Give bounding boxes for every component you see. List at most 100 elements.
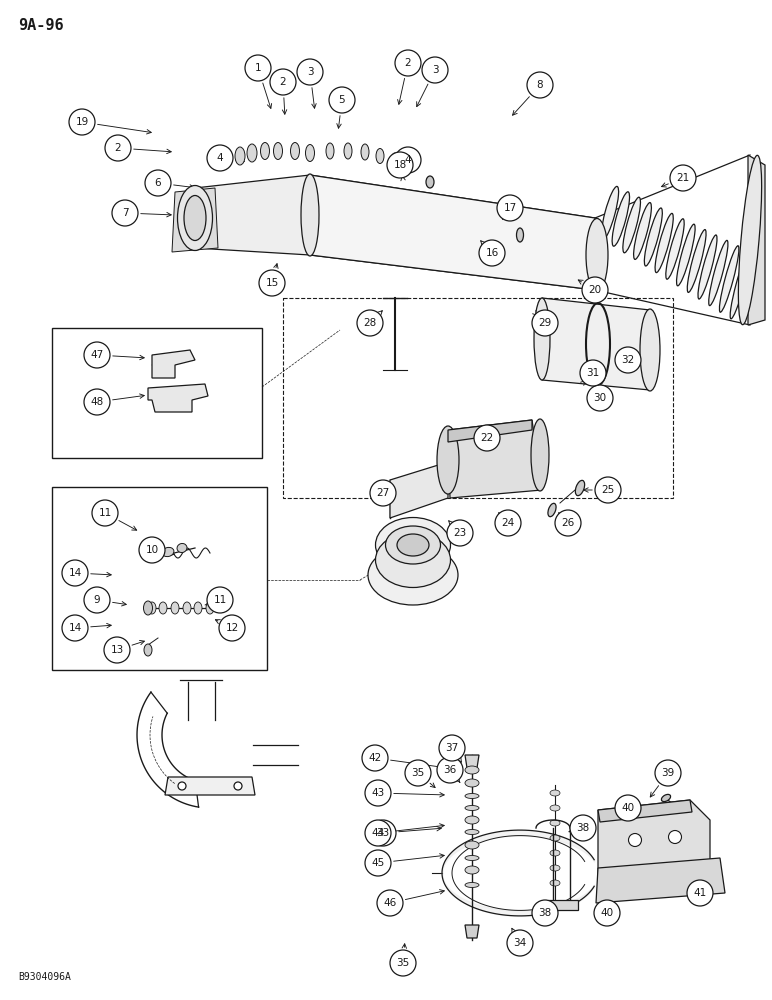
Ellipse shape [550,880,560,886]
Ellipse shape [344,143,352,159]
Ellipse shape [623,197,641,253]
Circle shape [370,480,396,506]
Text: 43: 43 [371,788,384,798]
Polygon shape [165,777,255,795]
Ellipse shape [709,240,728,306]
Circle shape [582,277,608,303]
Circle shape [532,310,558,336]
Ellipse shape [575,480,584,496]
Circle shape [479,240,505,266]
Circle shape [615,795,641,821]
Ellipse shape [550,805,560,811]
Ellipse shape [730,251,750,319]
Text: 23: 23 [453,528,466,538]
Text: 32: 32 [621,355,635,365]
Ellipse shape [183,602,191,614]
Polygon shape [390,462,448,518]
Ellipse shape [385,526,441,564]
Text: 48: 48 [90,397,103,407]
Text: 15: 15 [266,278,279,288]
Ellipse shape [628,834,642,846]
Circle shape [365,780,391,806]
Text: 19: 19 [76,117,89,127]
Ellipse shape [531,419,549,491]
Ellipse shape [698,235,717,299]
Circle shape [670,165,696,191]
Text: 34: 34 [513,938,527,948]
Text: 20: 20 [588,285,601,295]
Ellipse shape [601,186,618,240]
Circle shape [139,537,165,563]
Text: 2: 2 [279,77,286,87]
Ellipse shape [178,782,186,790]
Circle shape [474,425,500,451]
Ellipse shape [301,174,319,256]
Text: 35: 35 [396,958,410,968]
Text: 8: 8 [537,80,543,90]
Ellipse shape [247,144,257,162]
Ellipse shape [375,518,451,572]
Text: 18: 18 [394,160,407,170]
Text: 31: 31 [587,368,600,378]
Ellipse shape [548,503,556,517]
Circle shape [365,820,391,846]
Text: 4: 4 [217,153,223,163]
Ellipse shape [586,219,608,292]
Ellipse shape [361,144,369,160]
Ellipse shape [738,155,762,325]
Circle shape [437,757,463,783]
Circle shape [297,59,323,85]
Circle shape [655,760,681,786]
Polygon shape [310,175,595,290]
Circle shape [270,69,296,95]
Ellipse shape [465,856,479,860]
Circle shape [532,900,558,926]
Ellipse shape [368,545,458,605]
Ellipse shape [687,230,706,292]
Text: 25: 25 [601,485,615,495]
Text: 27: 27 [377,488,390,498]
Ellipse shape [534,298,550,380]
Circle shape [615,347,641,373]
Ellipse shape [465,806,479,810]
Text: 14: 14 [69,568,82,578]
Ellipse shape [465,766,479,774]
Text: 35: 35 [411,768,425,778]
Polygon shape [448,420,532,442]
Ellipse shape [662,794,671,802]
Text: 5: 5 [339,95,345,105]
Ellipse shape [162,547,174,557]
Text: 2: 2 [115,143,121,153]
Polygon shape [448,420,542,498]
Text: 16: 16 [486,248,499,258]
Polygon shape [465,925,479,938]
Ellipse shape [144,601,153,615]
Circle shape [357,310,383,336]
Ellipse shape [550,820,560,826]
Ellipse shape [669,830,682,844]
Ellipse shape [206,602,214,614]
Circle shape [422,57,448,83]
Polygon shape [548,900,578,910]
Text: 6: 6 [154,178,161,188]
Ellipse shape [437,426,459,494]
Circle shape [587,385,613,411]
Text: 13: 13 [110,645,124,655]
Ellipse shape [550,790,560,796]
Text: 47: 47 [90,350,103,360]
Circle shape [570,815,596,841]
Text: 7: 7 [122,208,128,218]
Text: 9A-96: 9A-96 [18,18,63,33]
Ellipse shape [178,186,212,250]
Text: 14: 14 [69,623,82,633]
Ellipse shape [144,644,152,656]
Ellipse shape [550,865,560,871]
Ellipse shape [465,866,479,874]
Circle shape [62,615,88,641]
Ellipse shape [550,835,560,841]
Text: 45: 45 [371,858,384,868]
Text: 3: 3 [306,67,313,77]
Circle shape [219,615,245,641]
Circle shape [365,850,391,876]
Circle shape [595,477,621,503]
